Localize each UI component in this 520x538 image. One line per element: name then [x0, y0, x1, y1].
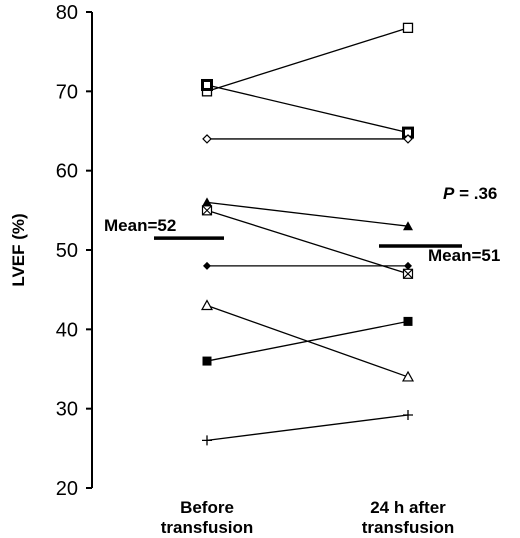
y-tick-label: 50: [56, 240, 78, 262]
filled-square-marker: [403, 316, 413, 326]
bold-square-marker: [201, 78, 213, 91]
mean-label-after: Mean=51: [428, 246, 500, 265]
crossed-square-marker: [402, 268, 414, 279]
y-tick-label: 40: [56, 319, 78, 341]
mean-label-before: Mean=52: [104, 216, 176, 235]
p-value-text: = .36: [454, 184, 497, 203]
plus-marker: [202, 435, 212, 446]
series-line: [206, 209, 409, 275]
series-line: [206, 84, 409, 134]
y-tick-label: 70: [56, 81, 78, 103]
series-markers: [200, 22, 415, 446]
mean-bars: Mean=52 Mean=51: [104, 216, 500, 265]
p-value-annotation: P = .36: [443, 184, 497, 203]
crossed-square-marker: [201, 205, 213, 216]
p-value-symbol: P: [443, 184, 455, 203]
marker-cross: [403, 268, 413, 279]
category-label: 24 h after: [370, 498, 446, 517]
plus-marker: [403, 410, 413, 421]
category-label: Before: [180, 498, 234, 517]
series-line: [206, 414, 409, 442]
open-triangle-marker: [401, 370, 415, 382]
filled-triangle-marker: [403, 221, 413, 231]
y-axis-label: LVEF (%): [9, 213, 28, 286]
series-line: [206, 320, 409, 362]
category-label: transfusion: [362, 518, 455, 537]
y-axis: [86, 11, 93, 489]
y-tick-label: 20: [56, 478, 78, 500]
open-diamond-marker: [403, 134, 413, 144]
filled-triangle-marker: [202, 197, 212, 207]
series-lines: [206, 27, 409, 442]
y-tick-labels: 20 30 40 50 60 70 80: [56, 2, 78, 500]
series-line: [206, 27, 409, 92]
open-diamond-marker: [202, 134, 212, 144]
filled-diamond-marker: [203, 261, 211, 270]
open-triangle-marker: [200, 299, 214, 311]
y-tick-label: 30: [56, 399, 78, 421]
open-square-marker: [402, 22, 414, 34]
filled-square-marker: [202, 356, 212, 366]
series-line: [206, 201, 409, 227]
y-tick-label: 80: [56, 2, 78, 24]
filled-diamond-marker: [404, 261, 412, 270]
category-label: transfusion: [161, 518, 254, 537]
marker-cross: [202, 205, 212, 216]
y-tick-label: 60: [56, 161, 78, 183]
